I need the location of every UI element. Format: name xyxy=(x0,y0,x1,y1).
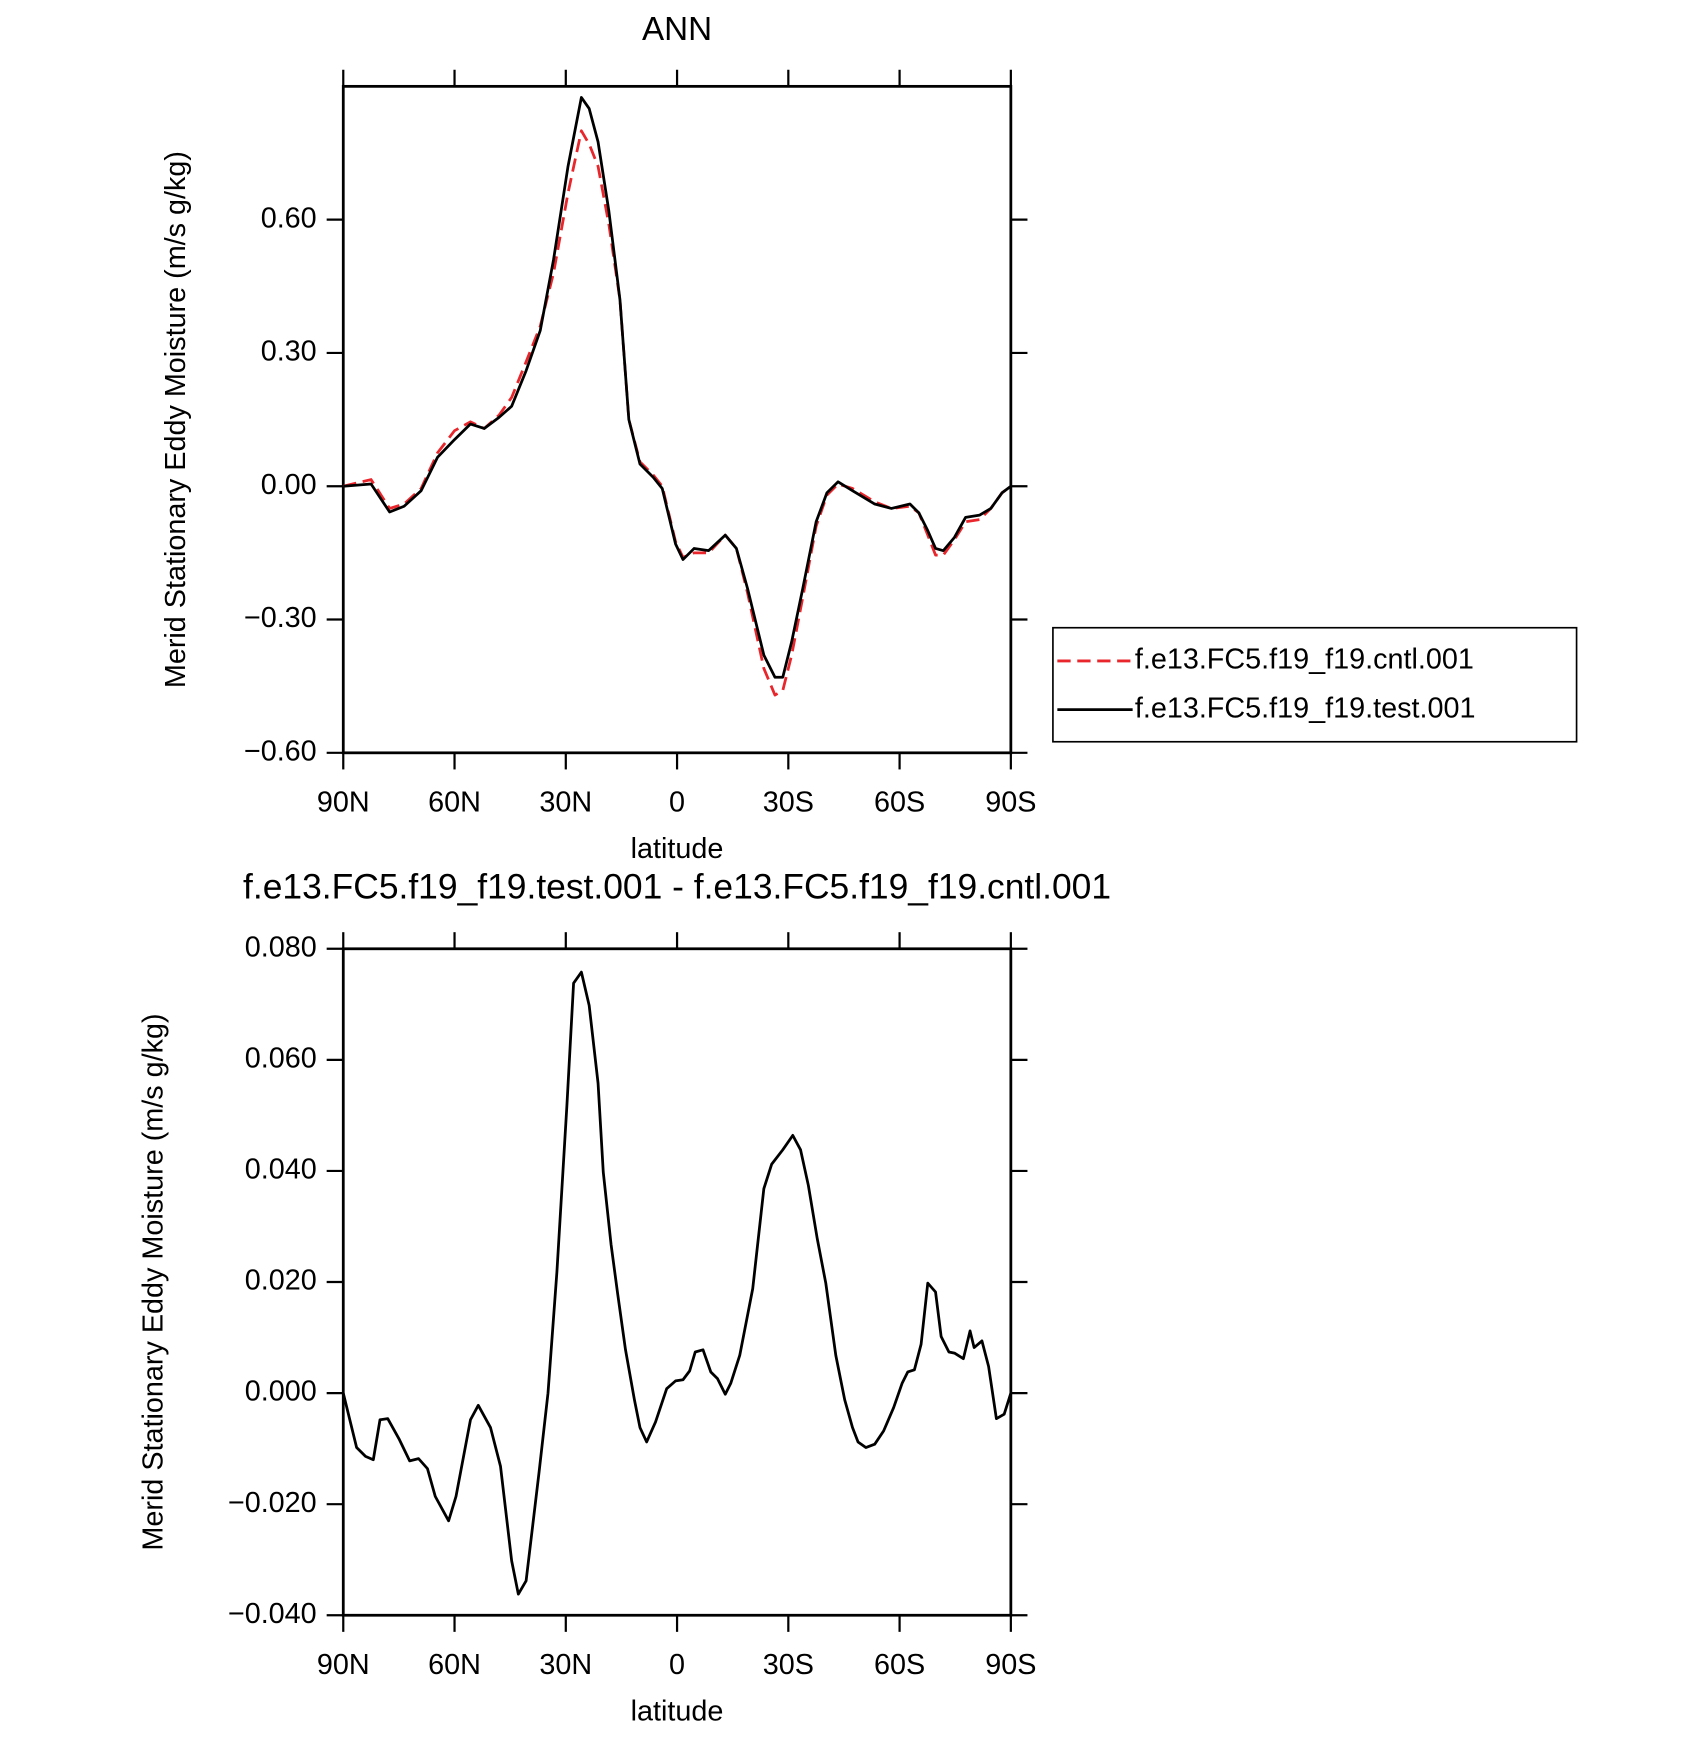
data-line xyxy=(342,129,1012,697)
x-tick-label: 0 xyxy=(669,1649,685,1681)
x-tick-label: 60N xyxy=(428,786,481,818)
x-tick-label: 60N xyxy=(428,1649,481,1681)
y-axis-label: Merid Stationary Eddy Moisture (m/s g/kg… xyxy=(160,151,192,688)
x-tick-label: 90S xyxy=(985,1649,1036,1681)
y-tick-label: 0.00 xyxy=(261,469,317,501)
legend-box xyxy=(1052,626,1578,743)
x-tick-label: 90S xyxy=(985,786,1036,818)
y-tick-label: 0.30 xyxy=(261,336,317,368)
x-tick-label: 60S xyxy=(874,1649,925,1681)
legend-label: f.e13.FC5.f19_f19.test.001 xyxy=(1135,692,1476,724)
x-axis-label: latitude xyxy=(631,1695,724,1727)
x-tick-label: 30S xyxy=(763,1649,814,1681)
x-tick-label: 0 xyxy=(669,786,685,818)
x-tick-label: 60S xyxy=(874,786,925,818)
plot-frame xyxy=(341,84,1013,755)
y-tick-label: −0.60 xyxy=(244,735,317,767)
x-axis-label: latitude xyxy=(631,833,724,865)
x-tick-label: 30N xyxy=(539,786,592,818)
y-tick-label: 0.080 xyxy=(245,931,317,963)
y-tick-label: 0.060 xyxy=(245,1042,317,1074)
y-tick-label: −0.040 xyxy=(228,1598,317,1630)
data-line xyxy=(341,970,1013,1596)
x-tick-label: 90N xyxy=(317,786,370,818)
y-tick-label: 0.020 xyxy=(245,1265,317,1297)
y-tick-label: 0.60 xyxy=(261,202,317,234)
y-tick-label: 0.040 xyxy=(245,1154,317,1186)
legend-label: f.e13.FC5.f19_f19.cntl.001 xyxy=(1135,644,1474,676)
data-line xyxy=(343,96,1012,679)
plot-frame xyxy=(341,947,1013,1617)
y-axis-label: Merid Stationary Eddy Moisture (m/s g/kg… xyxy=(138,1013,170,1550)
x-tick-label: 30N xyxy=(539,1649,592,1681)
x-tick-label: 90N xyxy=(317,1649,370,1681)
y-tick-label: −0.30 xyxy=(244,602,317,634)
chart-title: ANN xyxy=(642,11,712,48)
y-tick-label: −0.020 xyxy=(228,1487,317,1519)
x-tick-label: 30S xyxy=(763,786,814,818)
y-tick-label: 0.000 xyxy=(245,1376,317,1408)
chart-title: f.e13.FC5.f19_f19.test.001 - f.e13.FC5.f… xyxy=(243,866,1111,906)
